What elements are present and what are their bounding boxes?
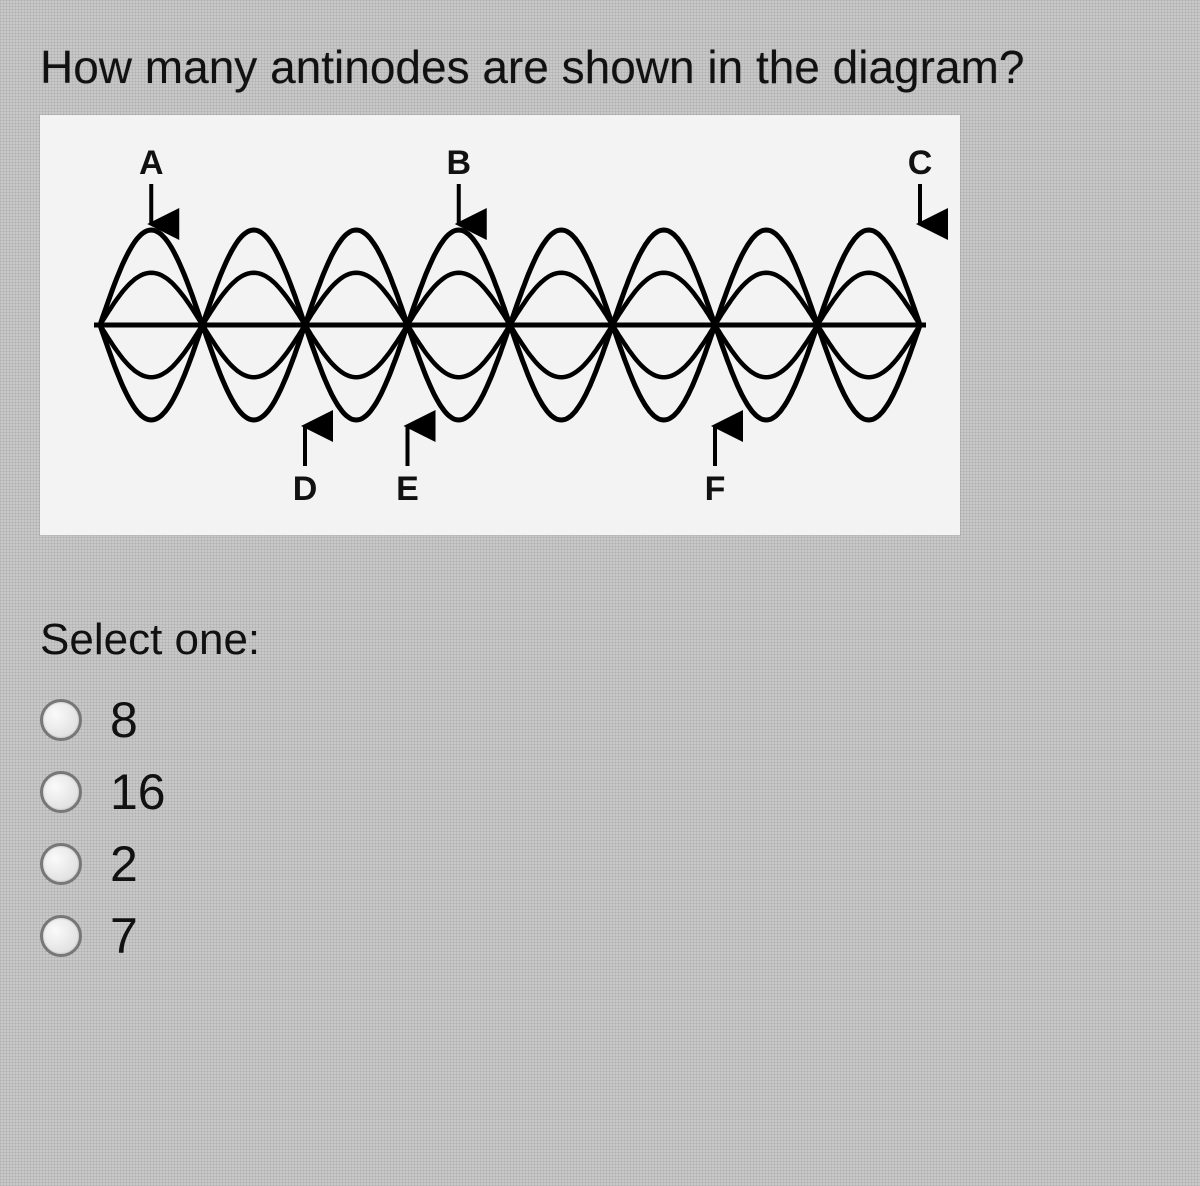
option-row[interactable]: 16 <box>40 767 1160 817</box>
select-one-label: Select one: <box>40 615 1160 665</box>
svg-text:B: B <box>446 144 471 182</box>
svg-text:A: A <box>139 144 164 182</box>
radio-icon[interactable] <box>40 699 82 741</box>
option-row[interactable]: 8 <box>40 695 1160 745</box>
svg-text:F: F <box>705 470 726 508</box>
svg-text:E: E <box>396 470 419 508</box>
option-row[interactable]: 2 <box>40 839 1160 889</box>
option-label: 7 <box>110 911 138 961</box>
option-label: 16 <box>110 767 166 817</box>
option-label: 2 <box>110 839 138 889</box>
radio-icon[interactable] <box>40 771 82 813</box>
wave-svg: A B C D E F <box>40 115 960 535</box>
svg-text:C: C <box>908 144 933 182</box>
option-row[interactable]: 7 <box>40 911 1160 961</box>
option-label: 8 <box>110 695 138 745</box>
radio-icon[interactable] <box>40 843 82 885</box>
svg-text:D: D <box>293 470 318 508</box>
radio-icon[interactable] <box>40 915 82 957</box>
standing-wave-diagram: A B C D E F <box>40 115 960 535</box>
question-text: How many antinodes are shown in the diag… <box>40 40 1160 95</box>
